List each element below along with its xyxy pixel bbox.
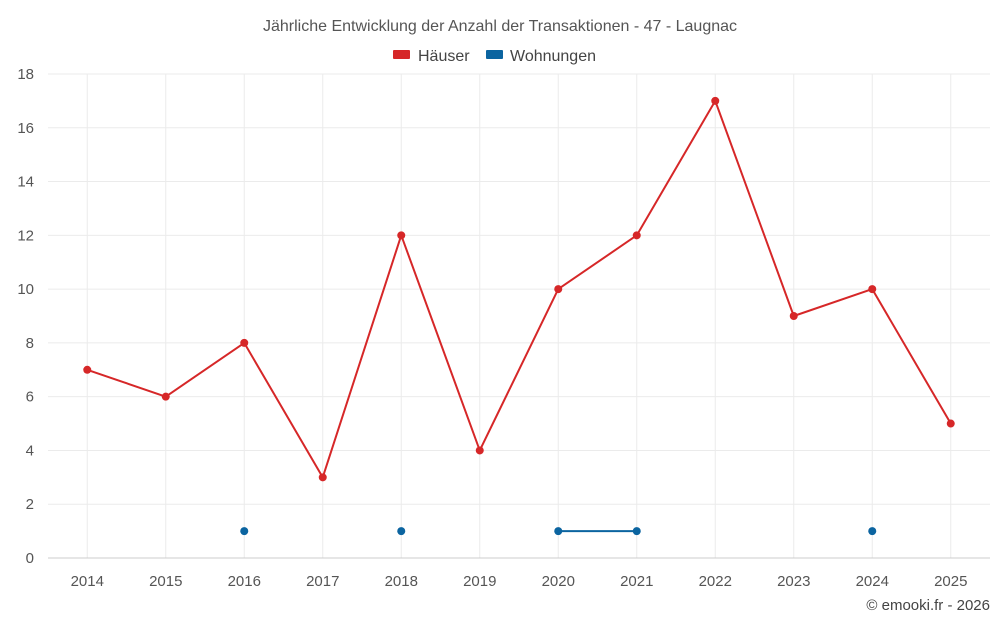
- series-line-haeuser: [86, 99, 952, 479]
- data-point-wohnungen-2018[interactable]: [397, 527, 406, 536]
- y-tick-label: 0: [26, 550, 34, 567]
- legend: Häuser Wohnungen: [393, 48, 596, 65]
- x-tick-label: 2022: [699, 573, 732, 590]
- y-tick-label: 8: [26, 335, 34, 352]
- data-point-haeuser-2020[interactable]: [554, 285, 563, 294]
- y-tick-label: 14: [17, 174, 34, 191]
- x-tick-label: 2019: [463, 573, 496, 590]
- data-point-haeuser-2016[interactable]: [240, 338, 249, 347]
- y-tick-label: 6: [26, 389, 34, 406]
- x-tick-label: 2014: [71, 573, 104, 590]
- y-tick-label: 4: [26, 442, 34, 459]
- grid-horizontal: [48, 73, 990, 505]
- x-axis-ticks: 2014 2015 2016 2017 2018 2019 2020 2021 2022 2023…: [71, 573, 968, 590]
- data-point-wohnungen-2024[interactable]: [868, 527, 877, 536]
- legend-swatch-wohnungen: [486, 50, 503, 59]
- data-point-wohnungen-2021[interactable]: [632, 527, 641, 536]
- legend-label-haeuser: Häuser: [418, 48, 470, 65]
- x-tick-label: 2016: [228, 573, 261, 590]
- legend-item-wohnungen[interactable]: Wohnungen: [486, 48, 596, 65]
- y-axis-ticks: 0 2 4 6 8 10 12 14 16 18: [17, 66, 34, 567]
- x-tick-label: 2024: [856, 573, 889, 590]
- x-tick-label: 2023: [777, 573, 810, 590]
- x-tick-label: 2017: [306, 573, 339, 590]
- legend-item-haeuser[interactable]: Häuser: [393, 48, 470, 65]
- data-point-haeuser-2019[interactable]: [475, 446, 484, 455]
- x-tick-label: 2015: [149, 573, 182, 590]
- series-layer: [83, 96, 955, 536]
- legend-label-wohnungen: Wohnungen: [510, 48, 596, 65]
- x-tick-label: 2020: [542, 573, 575, 590]
- data-point-haeuser-2023[interactable]: [789, 312, 798, 320]
- y-tick-label: 10: [17, 281, 34, 298]
- data-point-haeuser-2018[interactable]: [397, 231, 406, 240]
- y-tick-label: 18: [17, 66, 34, 83]
- grid-vertical: [86, 74, 952, 558]
- data-point-haeuser-2022[interactable]: [711, 96, 720, 105]
- credit: © emooki.fr - 2026: [866, 597, 990, 614]
- y-tick-label: 16: [17, 120, 34, 137]
- y-tick-label: 12: [17, 227, 34, 244]
- data-point-haeuser-2014[interactable]: [83, 365, 92, 374]
- y-tick-label: 2: [26, 496, 34, 513]
- data-point-haeuser-2025[interactable]: [946, 419, 955, 428]
- legend-swatch-haeuser: [393, 50, 410, 59]
- x-tick-label: 2021: [620, 573, 653, 590]
- data-point-wohnungen-2020[interactable]: [554, 527, 563, 536]
- data-point-haeuser-2024[interactable]: [868, 285, 877, 294]
- data-point-haeuser-2017[interactable]: [318, 473, 327, 482]
- x-tick-label: 2025: [934, 573, 967, 590]
- data-point-haeuser-2021[interactable]: [632, 231, 641, 240]
- data-point-haeuser-2015[interactable]: [161, 392, 170, 401]
- x-tick-label: 2018: [385, 573, 418, 590]
- data-point-wohnungen-2016[interactable]: [240, 527, 249, 536]
- chart-title: Jährliche Entwicklung der Anzahl der Tra…: [263, 18, 737, 35]
